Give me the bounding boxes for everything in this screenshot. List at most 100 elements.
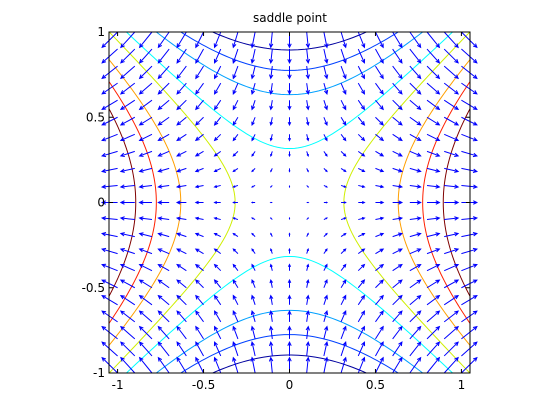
quiver-arrow-148 [232, 341, 239, 357]
quiver-arrow-330 [375, 116, 385, 126]
quiver-arrow-23 [119, 325, 136, 340]
quiver-arrow-181 [251, 151, 256, 157]
quiver-arrow-274 [340, 341, 347, 357]
quiver-arrow-30 [119, 216, 135, 221]
quiver-arrow-335 [375, 31, 384, 49]
quiver-arrow-276 [340, 310, 347, 323]
quiver-arrow-271 [323, 48, 329, 64]
quiver-arrow-292 [340, 48, 347, 64]
quiver-arrow-368 [409, 184, 422, 189]
quiver-arrow-224 [287, 134, 292, 142]
quiver-arrow-187 [250, 48, 256, 64]
quiver-arrow-85 [176, 341, 187, 357]
quiver-arrow-154 [232, 248, 239, 255]
quiver-arrow-413 [444, 133, 460, 142]
quiver-arrow-27 [119, 263, 135, 272]
quiver-arrow-327 [375, 167, 385, 173]
quiver-arrow-47 [138, 279, 153, 289]
quiver-arrow-353 [392, 82, 403, 95]
quiver-arrow-49 [138, 248, 153, 255]
quiver-arrow-238 [306, 247, 309, 254]
quiver-arrow-133 [213, 248, 222, 255]
x-tick-label-0: -1 [112, 378, 124, 392]
quiver-arrow-160 [232, 150, 239, 157]
quiver-arrow-108 [195, 310, 204, 323]
quiver-arrow-135 [213, 217, 221, 221]
quiver-arrow-407 [444, 232, 460, 238]
x-tick-label-3: 0.5 [366, 378, 385, 392]
quiver-arrow-83 [157, 31, 170, 49]
quiver-arrow-48 [138, 264, 153, 272]
quiver-arrow-130 [213, 294, 222, 306]
quiver-arrow-57 [138, 116, 153, 126]
quiver-arrow-158 [232, 184, 239, 188]
quiver-arrow-137 [213, 184, 221, 188]
quiver-arrow-357 [409, 356, 422, 374]
quiver-arrow-235 [305, 294, 310, 305]
quiver-arrow-386 [426, 232, 441, 238]
quiver-arrow-94 [175, 200, 187, 205]
quiver-arrow-80 [157, 82, 170, 95]
quiver-arrow-96 [175, 167, 187, 173]
quiver-arrow-22 [120, 341, 136, 357]
quiver-arrow-243 [306, 168, 309, 173]
quiver-arrow-153 [232, 263, 239, 272]
quiver-arrow-157 [232, 201, 238, 204]
quiver-arrow-24 [119, 310, 136, 323]
quiver-arrow-257 [323, 279, 328, 288]
quiver-arrow-189 [268, 356, 274, 374]
quiver-arrow-366 [409, 216, 422, 221]
quiver-arrow-170 [250, 325, 256, 340]
quiver-arrow-234 [305, 309, 310, 322]
quiver-arrow-3 [101, 310, 118, 323]
quiver-arrow-319 [375, 294, 384, 306]
quiver-arrow-403 [443, 294, 460, 306]
quiver-arrow-18 [101, 65, 118, 80]
quiver-arrow-123 [195, 65, 204, 80]
quiver-arrow-34 [119, 150, 135, 157]
y-tick-label-0: -1 [93, 366, 105, 380]
quiver-arrow-203 [269, 134, 273, 142]
quiver-arrow-417 [443, 65, 460, 80]
quiver-arrow-393 [426, 116, 441, 126]
quiver-arrow-432 [461, 167, 479, 173]
quiver-arrow-72 [157, 216, 170, 221]
quiver-arrow-259 [323, 248, 328, 254]
quiver-arrow-55 [138, 150, 153, 157]
quiver-arrow-279 [340, 263, 347, 272]
quiver-arrow-408 [444, 216, 460, 221]
quiver-arrow-367 [409, 200, 422, 205]
quiver-arrow-318 [375, 310, 384, 323]
quiver-arrow-29 [119, 232, 135, 238]
quiver-arrow-277 [340, 294, 347, 306]
quiver-arrow-99 [176, 116, 187, 126]
quiver-arrow-418 [443, 48, 459, 64]
quiver-arrow-125 [195, 31, 204, 49]
quiver-arrow-388 [427, 200, 441, 205]
quiver-arrow-15 [101, 116, 118, 126]
quiver-arrow-232 [305, 340, 311, 357]
quiver-arrow-91 [176, 248, 187, 255]
quiver-arrow-186 [250, 65, 256, 80]
quiver-arrow-399 [443, 356, 459, 374]
quiver-arrow-206 [269, 83, 274, 96]
quiver-arrow-229 [287, 49, 292, 65]
quiver-arrow-302 [358, 233, 366, 238]
quiver-arrow-262 [323, 201, 329, 204]
quiver-arrow-347 [392, 184, 404, 189]
quiver-arrow-144 [214, 65, 222, 80]
quiver-arrow-251 [305, 31, 311, 49]
quiver-arrow-267 [323, 117, 328, 126]
quiver-arrow-415 [443, 99, 460, 111]
quiver-arrow-222 [288, 168, 291, 173]
quiver-arrow-65 [157, 325, 170, 340]
quiver-arrow-405 [444, 263, 460, 272]
quiver-arrow-349 [392, 150, 403, 157]
quiver-arrow-240 [306, 217, 310, 220]
quiver-arrow-215 [287, 278, 292, 288]
contour-line-4-0 [125, 32, 454, 150]
x-tick-label-4: 1 [458, 378, 466, 392]
quiver-arrow-19 [101, 48, 118, 64]
quiver-arrow-350 [392, 133, 403, 142]
quiver-arrow-231 [305, 356, 311, 374]
